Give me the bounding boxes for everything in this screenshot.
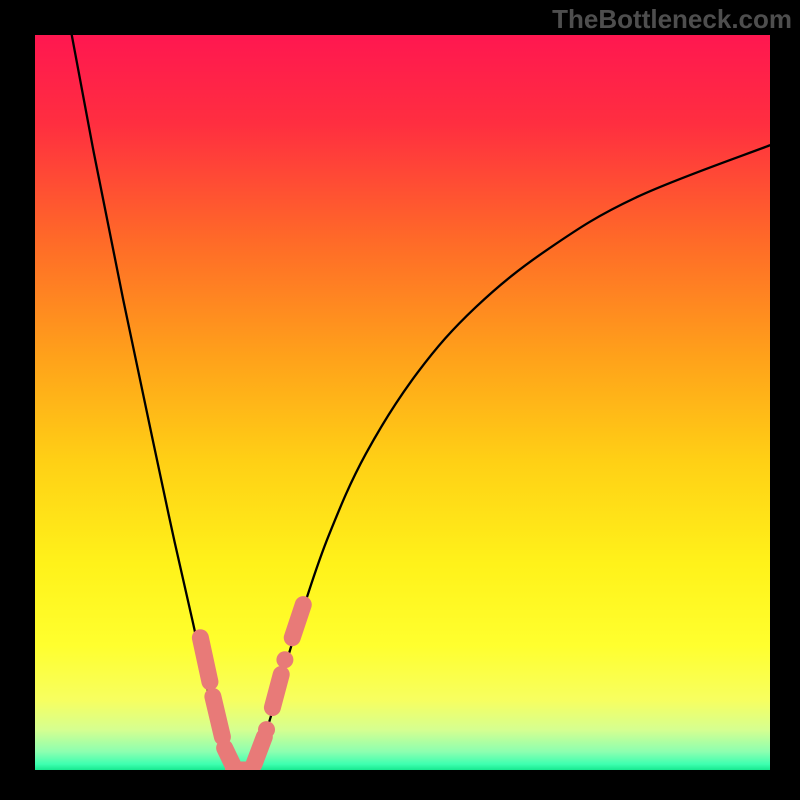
marker-capsule	[254, 737, 264, 764]
plot-svg	[35, 35, 770, 770]
plot-area	[35, 35, 770, 770]
watermark-text: TheBottleneck.com	[552, 4, 792, 35]
marker-capsule	[200, 638, 210, 682]
marker-dot	[276, 651, 293, 668]
marker-dot	[258, 721, 275, 738]
marker-capsule	[272, 674, 281, 707]
marker-capsule	[292, 605, 303, 638]
marker-capsule	[213, 697, 223, 737]
